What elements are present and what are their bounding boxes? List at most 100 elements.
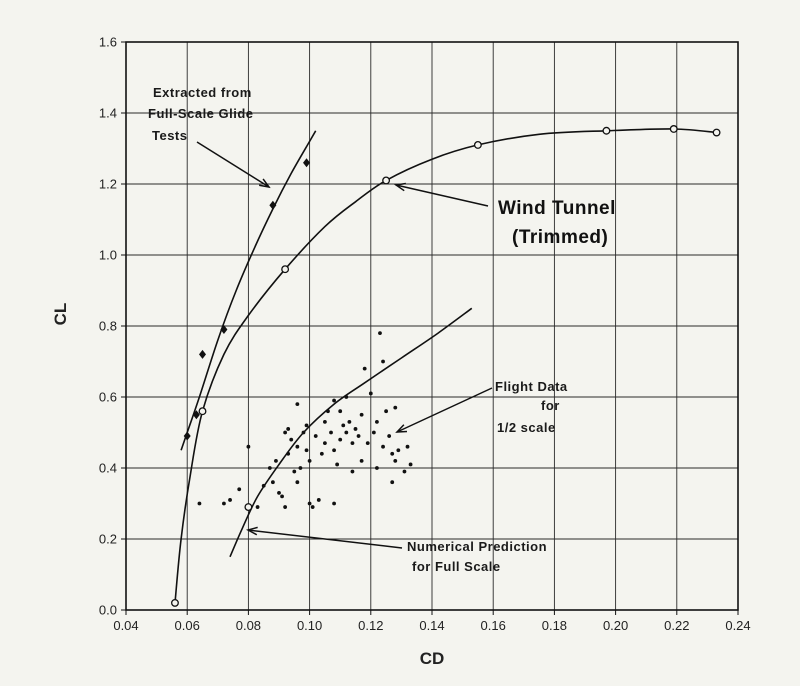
- y-axis-ticks: 0.0 0.2 0.4 0.6 0.8 1.0 1.2 1.4 1.6: [99, 35, 126, 618]
- flight-data-point: [313, 434, 318, 438]
- y-tick-label: 1.0: [99, 248, 117, 263]
- flight-data-point: [332, 501, 336, 506]
- y-tick-label: 0.8: [99, 319, 117, 334]
- flight-data-point: [335, 462, 340, 467]
- wind-tunnel-point: [198, 407, 207, 416]
- flight-data-point: [323, 419, 327, 424]
- flight-data-point: [341, 423, 346, 428]
- glide-arrow-head: [259, 178, 271, 189]
- y-tick-label: 1.2: [99, 177, 117, 192]
- wind-tunnel-point: [281, 265, 290, 274]
- flight-data-point: [381, 444, 385, 449]
- y-tick-label: 0.4: [99, 461, 117, 476]
- flight-data-point: [295, 402, 300, 406]
- flight-data-point: [261, 483, 266, 488]
- glide-test-point: [192, 410, 200, 420]
- flight-data-point: [277, 490, 281, 495]
- wind-tunnel-arrow-head: [394, 182, 406, 192]
- flight-data-point: [307, 459, 312, 463]
- annotation-numerical-line-1: Numerical Prediction: [407, 539, 547, 554]
- flight-data-point: [359, 412, 364, 417]
- flight-data-point: [292, 469, 297, 474]
- wind-tunnel-point: [171, 598, 179, 607]
- annotation-numerical: Numerical Prediction for Full Scale: [407, 539, 547, 574]
- x-tick-label: 0.06: [175, 618, 200, 633]
- wind-tunnel-point: [382, 176, 391, 185]
- numerical-prediction-point: [244, 503, 253, 511]
- flight-data-point: [301, 430, 306, 435]
- grid: [126, 42, 738, 610]
- glide-test-point: [303, 158, 311, 168]
- x-tick-label: 0.14: [419, 618, 444, 633]
- flight-data-point: [289, 437, 294, 442]
- flight-data-point: [387, 434, 392, 438]
- glide-arrow-line: [196, 141, 270, 188]
- flight-data-point: [393, 405, 398, 410]
- flight-data-point: [350, 441, 355, 446]
- flight-data-point: [298, 466, 303, 470]
- wind-tunnel-point: [473, 140, 482, 149]
- annotation-wind-tunnel-line-2: (Trimmed): [512, 227, 608, 248]
- numerical-arrow-head: [245, 526, 258, 536]
- curve-glide-fit: [180, 130, 317, 451]
- flight-data-point: [283, 430, 288, 435]
- flight-data-point: [375, 419, 379, 424]
- data-points: [171, 125, 721, 607]
- flight-data-point: [365, 441, 370, 446]
- flight-data-point: [304, 423, 309, 428]
- annotation-arrows: [196, 141, 493, 549]
- flight-data-point: [381, 359, 385, 364]
- annotation-wind-tunnel-line-1: Wind Tunnel: [498, 198, 616, 219]
- y-tick-label: 0.0: [99, 603, 117, 618]
- flight-data-point: [228, 498, 232, 502]
- flight-data-point: [274, 459, 278, 463]
- flight-data-point: [368, 391, 373, 396]
- flight-data-point: [267, 466, 272, 470]
- flight-data-point: [378, 331, 382, 335]
- annotation-flight-line-2: for: [541, 398, 560, 413]
- annotation-numerical-line-2: for Full Scale: [412, 559, 501, 574]
- x-tick-label: 0.20: [603, 618, 628, 633]
- x-tick-label: 0.08: [236, 618, 261, 633]
- flight-data-point: [319, 451, 324, 456]
- flight-data-point: [396, 448, 401, 453]
- flight-data-point: [310, 505, 315, 509]
- flight-data-point: [222, 501, 226, 506]
- flight-data-point: [393, 459, 398, 463]
- flight-data-point: [405, 444, 410, 449]
- annotation-flight-line-3: 1/2 scale: [497, 420, 556, 435]
- flight-data-point: [286, 427, 291, 431]
- wind-tunnel-arrow-line: [395, 184, 489, 207]
- annotation-glide-line-1: Extracted from: [153, 85, 252, 100]
- x-tick-label: 0.12: [358, 618, 383, 633]
- flight-data-arrow-head: [395, 424, 408, 433]
- flight-data-point: [390, 480, 395, 485]
- flight-data-point: [344, 395, 349, 399]
- flight-data-point: [362, 366, 367, 371]
- flight-data-point: [375, 466, 379, 470]
- curve-wind-tunnel-fit: [174, 128, 717, 603]
- x-axis-label: CD: [420, 649, 445, 668]
- flight-data-point: [338, 409, 343, 414]
- annotation-glide-line-2: Full-Scale Glide: [148, 106, 254, 121]
- flight-data-point: [402, 469, 407, 474]
- annotation-glide: Extracted from Full-Scale Glide Tests: [148, 85, 254, 143]
- x-tick-label: 0.10: [297, 618, 322, 633]
- y-tick-label: 0.2: [99, 532, 117, 547]
- flight-data-point: [332, 448, 336, 453]
- flight-data-point: [237, 487, 242, 492]
- flight-data-point: [329, 430, 333, 435]
- wind-tunnel-point: [712, 128, 721, 137]
- flight-data-point: [316, 498, 321, 502]
- flight-data-point: [371, 430, 376, 435]
- y-tick-label: 1.4: [99, 106, 117, 121]
- glide-test-point: [220, 325, 228, 335]
- flight-data-point: [326, 409, 330, 414]
- flight-data-point: [390, 451, 395, 456]
- flight-data-point: [270, 480, 275, 485]
- flight-data-point: [283, 505, 288, 509]
- glide-test-point: [199, 349, 206, 359]
- flight-data-point: [295, 480, 300, 485]
- curve-numerical-fit: [229, 307, 473, 558]
- flight-data-point: [304, 448, 309, 453]
